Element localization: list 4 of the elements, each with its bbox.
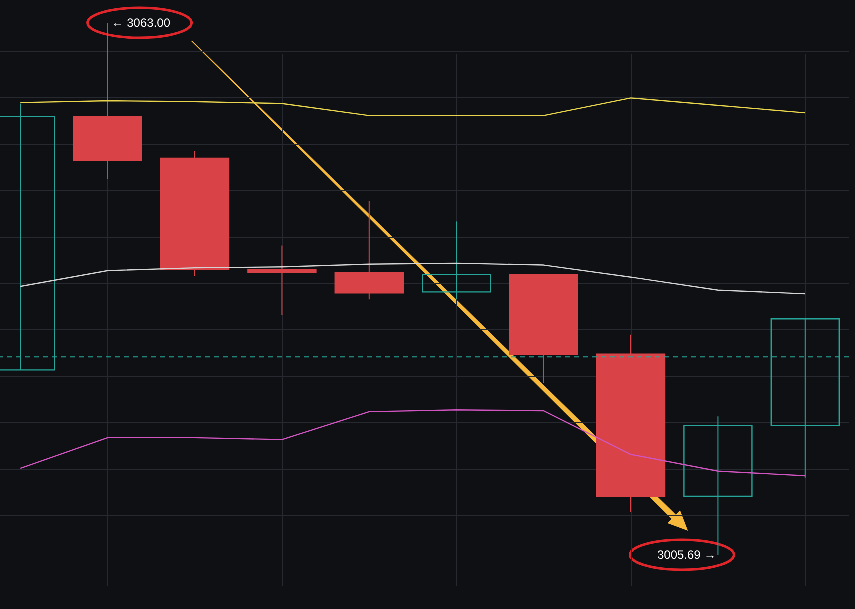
annotation: 3005.69 →	[658, 548, 717, 562]
candlestick	[248, 245, 318, 316]
annotation: ← 3063.00	[112, 16, 172, 30]
candlestick	[422, 221, 492, 300]
